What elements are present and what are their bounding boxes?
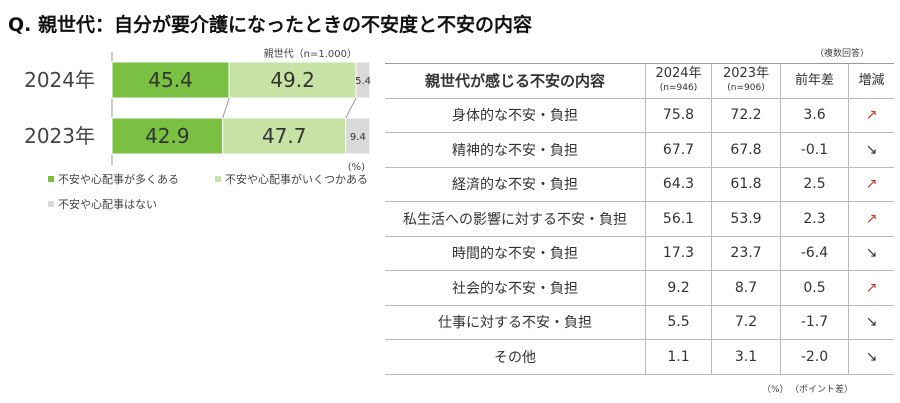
bar-segment bbox=[345, 117, 371, 155]
table-cell: 8.7 bbox=[711, 270, 781, 306]
arrow-down-icon: ↘ bbox=[848, 236, 894, 271]
table-cell: 1.1 bbox=[645, 339, 712, 375]
table-cell: 9.2 bbox=[645, 270, 712, 306]
table-cell: -1.7 bbox=[780, 305, 849, 340]
table-row: 時間的な不安・負担 17.3 23.7 -6.4 ↘ bbox=[385, 236, 894, 271]
column-header: 2023年 (n=906) bbox=[711, 63, 781, 99]
table-cell: 56.1 bbox=[645, 201, 712, 237]
stacked-bar-chart: 親世代（n=1.000） (%) 2024年 45.4 49.2 5.4 2023年 42.9… bbox=[24, 47, 371, 211]
arrow-up-icon: ↗ bbox=[848, 201, 894, 237]
table-row: 精神的な不安・負担 67.7 67.8 -0.1 ↘ bbox=[385, 132, 894, 168]
category-label: 2023年 bbox=[24, 124, 95, 148]
arrow-down-icon: ↘ bbox=[848, 339, 894, 375]
chart-note: 親世代（n=1.000） bbox=[264, 47, 357, 60]
anxiety-table: 親世代が感じる不安の内容 2024年 (n=946) 2023年 (n=906) 前年差増… bbox=[385, 63, 894, 375]
table-cell: -2.0 bbox=[780, 339, 849, 375]
data-label: 45.4 bbox=[148, 68, 193, 92]
bar-segment bbox=[111, 117, 224, 155]
table-cell: 17.3 bbox=[645, 236, 712, 271]
table-cell: 53.9 bbox=[711, 201, 781, 237]
table-cell: 3.6 bbox=[780, 98, 849, 133]
table-cell: -6.4 bbox=[780, 236, 849, 271]
data-label: 5.4 bbox=[355, 76, 371, 87]
column-header: 2024年 (n=946) bbox=[645, 63, 712, 99]
table-row: 身体的な不安・負担 75.8 72.2 3.6 ↗ bbox=[385, 98, 894, 133]
column-header: 親世代が感じる不安の内容 bbox=[385, 63, 646, 99]
table-cell: 仕事に対する不安・負担 bbox=[385, 305, 646, 340]
table-diff-unit: （ポイント差） bbox=[790, 385, 854, 395]
table-cell: 7.2 bbox=[711, 305, 781, 340]
data-label: 42.9 bbox=[145, 124, 190, 148]
table-unit: （%） bbox=[762, 385, 789, 395]
table-cell: 3.1 bbox=[711, 339, 781, 375]
arrow-down-icon: ↘ bbox=[848, 132, 894, 168]
legend-swatch bbox=[48, 201, 54, 207]
table-cell: 64.3 bbox=[645, 167, 712, 202]
table-cell: 0.5 bbox=[780, 270, 849, 306]
category-label: 2024年 bbox=[24, 68, 95, 92]
bar-segment bbox=[355, 61, 371, 99]
unit-label: (%) bbox=[348, 162, 365, 173]
column-header: 前年差 bbox=[780, 63, 849, 99]
legend-label: 不安や心配事がいくつかある bbox=[225, 172, 368, 186]
legend-label: 不安や心配事はない bbox=[58, 197, 157, 211]
table-cell: -0.1 bbox=[780, 132, 849, 168]
table-cell: 67.8 bbox=[711, 132, 781, 168]
arrow-up-icon: ↗ bbox=[848, 98, 894, 133]
table-row: 私生活への影響に対する不安・負担 56.1 53.9 2.3 ↗ bbox=[385, 201, 894, 237]
table-cell: 時間的な不安・負担 bbox=[385, 236, 646, 271]
arrow-up-icon: ↗ bbox=[848, 270, 894, 306]
table-row: 経済的な不安・負担 64.3 61.8 2.5 ↗ bbox=[385, 167, 894, 202]
table-cell: 精神的な不安・負担 bbox=[385, 132, 646, 168]
table-cell: 身体的な不安・負担 bbox=[385, 98, 646, 133]
table-cell: 72.2 bbox=[711, 98, 781, 133]
page-title: Q. 親世代：自分が要介護になったときの不安度と不安の内容 bbox=[8, 14, 532, 36]
table-cell: 61.8 bbox=[711, 167, 781, 202]
bar-segment bbox=[222, 117, 347, 155]
data-label: 49.2 bbox=[270, 68, 315, 92]
data-label: 47.7 bbox=[262, 124, 307, 148]
table-cell: 5.5 bbox=[645, 305, 712, 340]
table-cell: 2.5 bbox=[780, 167, 849, 202]
legend-swatch bbox=[215, 176, 221, 182]
arrow-up-icon: ↗ bbox=[848, 167, 894, 202]
table-cell: 75.8 bbox=[645, 98, 712, 133]
connector-line bbox=[345, 97, 357, 119]
table-cell: 23.7 bbox=[711, 236, 781, 271]
legend-swatch bbox=[48, 176, 54, 182]
table-row: 仕事に対する不安・負担 5.5 7.2 -1.7 ↘ bbox=[385, 305, 894, 340]
table-cell: 経済的な不安・負担 bbox=[385, 167, 646, 202]
connector-line bbox=[222, 97, 230, 119]
table-cell: 67.7 bbox=[645, 132, 712, 168]
legend-label: 不安や心配事が多くある bbox=[58, 172, 179, 186]
bar-segment bbox=[111, 61, 230, 99]
bar-segment bbox=[228, 61, 357, 99]
table-cell: その他 bbox=[385, 339, 646, 375]
table-note: （複数回答） bbox=[815, 49, 870, 59]
table-row: 社会的な不安・負担 9.2 8.7 0.5 ↗ bbox=[385, 270, 894, 306]
data-label: 9.4 bbox=[350, 132, 366, 143]
table-cell: 2.3 bbox=[780, 201, 849, 237]
table-row: その他 1.1 3.1 -2.0 ↘ bbox=[385, 339, 894, 375]
table-cell: 私生活への影響に対する不安・負担 bbox=[385, 201, 646, 237]
table-cell: 社会的な不安・負担 bbox=[385, 270, 646, 306]
arrow-down-icon: ↘ bbox=[848, 305, 894, 340]
column-header: 増減 bbox=[848, 63, 894, 99]
